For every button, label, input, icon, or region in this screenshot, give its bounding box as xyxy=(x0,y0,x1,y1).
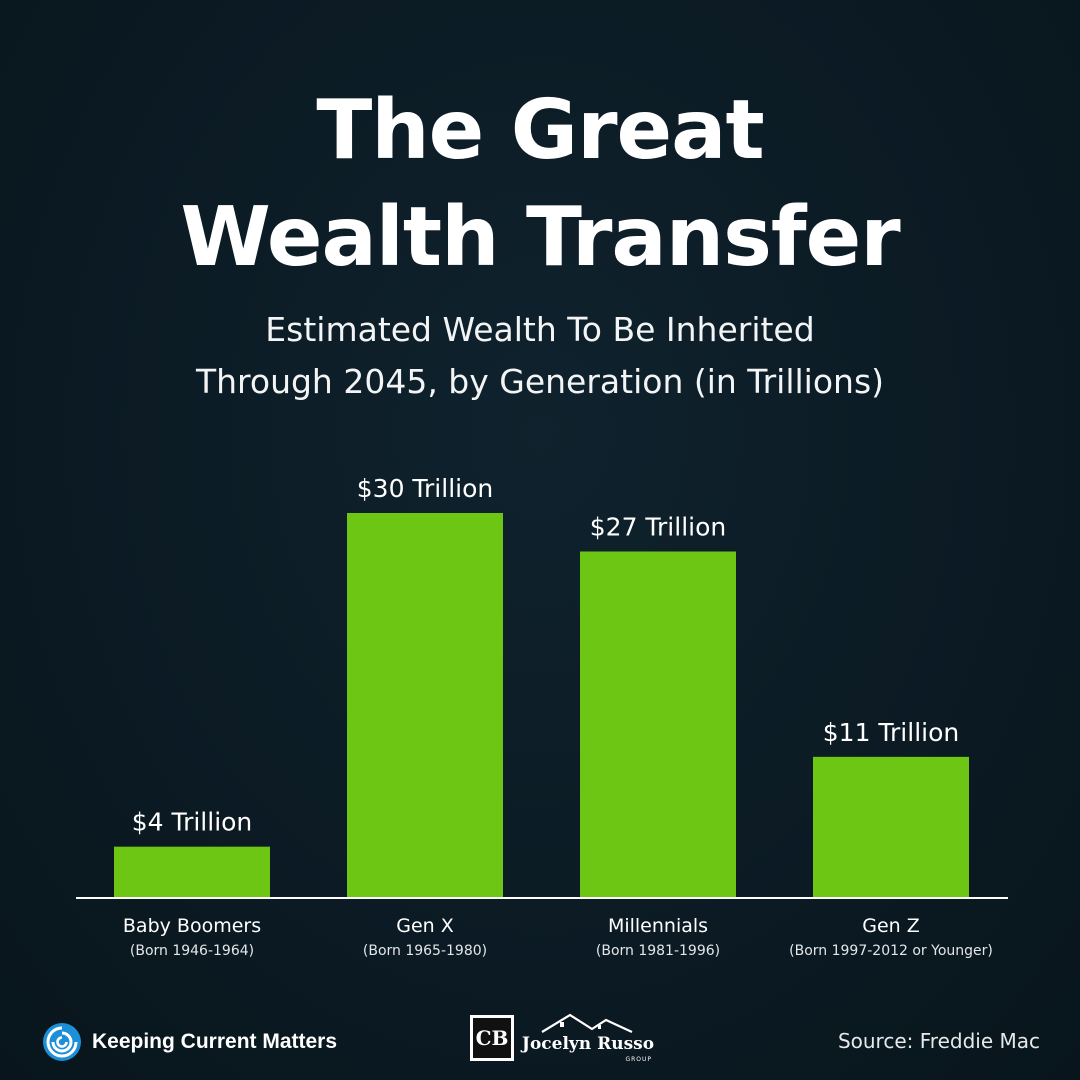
chart-title-line-1: The Great xyxy=(316,83,764,178)
data-label: $11 Trillion xyxy=(823,718,959,747)
chart-subtitle-line-1: Estimated Wealth To Be Inherited xyxy=(265,310,815,349)
partner-logo-name: Jocelyn Russo xyxy=(521,1034,655,1054)
category-label: Gen X xyxy=(396,915,454,937)
bar-gen-z xyxy=(813,756,969,898)
category-sublabel: (Born 1981-1996) xyxy=(596,943,720,959)
kcm-brand-text: Keeping Current Matters xyxy=(92,1030,338,1053)
chart-subtitle-line-2: Through 2045, by Generation (in Trillion… xyxy=(195,362,885,401)
kcm-brand: Keeping Current Matters xyxy=(42,1020,337,1064)
chart-title-line-2: Wealth Transfer xyxy=(180,190,900,285)
bar-millennials xyxy=(580,551,736,898)
bar-chart: $4 Trillion Baby Boomers (Born 1946-1964) $… xyxy=(76,474,1008,959)
partner-logo: CB Jocelyn Russo GROUP xyxy=(470,1012,660,1064)
data-label: $27 Trillion xyxy=(590,513,726,542)
kcm-swirl-icon xyxy=(43,1023,81,1061)
category-sublabel: (Born 1997-2012 or Younger) xyxy=(789,943,993,959)
cb-monogram-logo: CB xyxy=(470,1015,514,1061)
source-note: Source: Freddie Mac xyxy=(837,1029,1040,1053)
category-sublabel: (Born 1946-1964) xyxy=(130,943,254,959)
data-label: $4 Trillion xyxy=(132,808,253,837)
category-label: Gen Z xyxy=(862,915,920,937)
data-label: $30 Trillion xyxy=(357,474,493,503)
house-roofline-icon xyxy=(541,1013,633,1033)
category-label: Millennials xyxy=(608,915,708,937)
partner-logo-subtext: GROUP xyxy=(625,1056,652,1063)
bar-gen-x xyxy=(347,513,503,898)
cb-monogram-text: CB xyxy=(473,1018,511,1058)
bar-baby-boomers xyxy=(114,846,270,898)
jocelyn-russo-logo: Jocelyn Russo GROUP xyxy=(520,1012,656,1064)
category-label: Baby Boomers xyxy=(123,915,261,937)
category-sublabel: (Born 1965-1980) xyxy=(363,943,487,959)
